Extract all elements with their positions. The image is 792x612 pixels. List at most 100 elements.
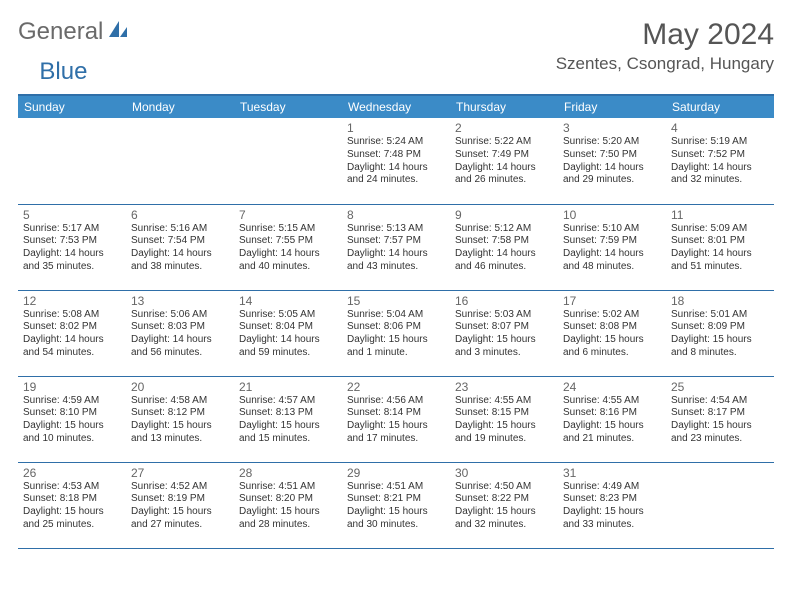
weekday-header: Saturday <box>666 96 774 118</box>
day-number: 26 <box>23 466 121 480</box>
calendar: SundayMondayTuesdayWednesdayThursdayFrid… <box>18 94 774 549</box>
day-number: 31 <box>563 466 661 480</box>
day-number: 22 <box>347 380 445 394</box>
day-number: 10 <box>563 208 661 222</box>
day-number: 1 <box>347 121 445 135</box>
day-info: Sunrise: 5:17 AMSunset: 7:53 PMDaylight:… <box>23 223 121 274</box>
calendar-day-cell: 26Sunrise: 4:53 AMSunset: 8:18 PMDayligh… <box>18 462 126 548</box>
calendar-week-row: 5Sunrise: 5:17 AMSunset: 7:53 PMDaylight… <box>18 204 774 290</box>
day-info: Sunrise: 5:08 AMSunset: 8:02 PMDaylight:… <box>23 309 121 360</box>
day-info: Sunrise: 5:20 AMSunset: 7:50 PMDaylight:… <box>563 136 661 187</box>
calendar-day-cell: 9Sunrise: 5:12 AMSunset: 7:58 PMDaylight… <box>450 204 558 290</box>
logo: General <box>18 18 131 46</box>
calendar-day-cell: 10Sunrise: 5:10 AMSunset: 7:59 PMDayligh… <box>558 204 666 290</box>
calendar-day-cell: 21Sunrise: 4:57 AMSunset: 8:13 PMDayligh… <box>234 376 342 462</box>
day-info: Sunrise: 4:53 AMSunset: 8:18 PMDaylight:… <box>23 481 121 532</box>
weekday-header: Thursday <box>450 96 558 118</box>
calendar-day-cell: 4Sunrise: 5:19 AMSunset: 7:52 PMDaylight… <box>666 118 774 204</box>
calendar-day-cell: 30Sunrise: 4:50 AMSunset: 8:22 PMDayligh… <box>450 462 558 548</box>
day-number: 30 <box>455 466 553 480</box>
day-info: Sunrise: 5:16 AMSunset: 7:54 PMDaylight:… <box>131 223 229 274</box>
calendar-day-cell: 16Sunrise: 5:03 AMSunset: 8:07 PMDayligh… <box>450 290 558 376</box>
day-number: 27 <box>131 466 229 480</box>
calendar-body: 1Sunrise: 5:24 AMSunset: 7:48 PMDaylight… <box>18 118 774 548</box>
day-info: Sunrise: 4:52 AMSunset: 8:19 PMDaylight:… <box>131 481 229 532</box>
calendar-week-row: 1Sunrise: 5:24 AMSunset: 7:48 PMDaylight… <box>18 118 774 204</box>
calendar-day-cell: 14Sunrise: 5:05 AMSunset: 8:04 PMDayligh… <box>234 290 342 376</box>
calendar-day-cell: 7Sunrise: 5:15 AMSunset: 7:55 PMDaylight… <box>234 204 342 290</box>
day-info: Sunrise: 5:02 AMSunset: 8:08 PMDaylight:… <box>563 309 661 360</box>
day-info: Sunrise: 5:15 AMSunset: 7:55 PMDaylight:… <box>239 223 337 274</box>
day-info: Sunrise: 4:56 AMSunset: 8:14 PMDaylight:… <box>347 395 445 446</box>
weekday-header: Friday <box>558 96 666 118</box>
logo-text-general: General <box>18 18 103 46</box>
day-info: Sunrise: 4:57 AMSunset: 8:13 PMDaylight:… <box>239 395 337 446</box>
calendar-day-cell: 2Sunrise: 5:22 AMSunset: 7:49 PMDaylight… <box>450 118 558 204</box>
logo-text-blue: Blue <box>39 58 87 86</box>
calendar-day-cell: 6Sunrise: 5:16 AMSunset: 7:54 PMDaylight… <box>126 204 234 290</box>
calendar-week-row: 26Sunrise: 4:53 AMSunset: 8:18 PMDayligh… <box>18 462 774 548</box>
calendar-day-cell: 8Sunrise: 5:13 AMSunset: 7:57 PMDaylight… <box>342 204 450 290</box>
day-info: Sunrise: 5:09 AMSunset: 8:01 PMDaylight:… <box>671 223 769 274</box>
day-number: 28 <box>239 466 337 480</box>
day-number: 7 <box>239 208 337 222</box>
calendar-day-cell: 15Sunrise: 5:04 AMSunset: 8:06 PMDayligh… <box>342 290 450 376</box>
day-number: 18 <box>671 294 769 308</box>
day-info: Sunrise: 4:51 AMSunset: 8:20 PMDaylight:… <box>239 481 337 532</box>
day-info: Sunrise: 5:10 AMSunset: 7:59 PMDaylight:… <box>563 223 661 274</box>
day-number: 24 <box>563 380 661 394</box>
calendar-day-cell: 12Sunrise: 5:08 AMSunset: 8:02 PMDayligh… <box>18 290 126 376</box>
day-info: Sunrise: 4:58 AMSunset: 8:12 PMDaylight:… <box>131 395 229 446</box>
weekday-header: Wednesday <box>342 96 450 118</box>
day-info: Sunrise: 4:59 AMSunset: 8:10 PMDaylight:… <box>23 395 121 446</box>
day-number: 19 <box>23 380 121 394</box>
day-number: 2 <box>455 121 553 135</box>
logo-sail-icon <box>107 19 129 46</box>
weekday-header: Monday <box>126 96 234 118</box>
day-number: 14 <box>239 294 337 308</box>
weekday-header: Sunday <box>18 96 126 118</box>
day-number: 15 <box>347 294 445 308</box>
day-info: Sunrise: 4:50 AMSunset: 8:22 PMDaylight:… <box>455 481 553 532</box>
calendar-day-cell: 22Sunrise: 4:56 AMSunset: 8:14 PMDayligh… <box>342 376 450 462</box>
calendar-day-cell: 11Sunrise: 5:09 AMSunset: 8:01 PMDayligh… <box>666 204 774 290</box>
month-title: May 2024 <box>556 18 774 52</box>
calendar-day-cell: 17Sunrise: 5:02 AMSunset: 8:08 PMDayligh… <box>558 290 666 376</box>
day-info: Sunrise: 5:13 AMSunset: 7:57 PMDaylight:… <box>347 223 445 274</box>
location: Szentes, Csongrad, Hungary <box>556 54 774 74</box>
weekday-header-row: SundayMondayTuesdayWednesdayThursdayFrid… <box>18 96 774 118</box>
calendar-week-row: 12Sunrise: 5:08 AMSunset: 8:02 PMDayligh… <box>18 290 774 376</box>
calendar-day-cell: 13Sunrise: 5:06 AMSunset: 8:03 PMDayligh… <box>126 290 234 376</box>
day-number: 3 <box>563 121 661 135</box>
day-number: 13 <box>131 294 229 308</box>
day-number: 21 <box>239 380 337 394</box>
day-info: Sunrise: 5:19 AMSunset: 7:52 PMDaylight:… <box>671 136 769 187</box>
calendar-table: SundayMondayTuesdayWednesdayThursdayFrid… <box>18 96 774 549</box>
day-number: 6 <box>131 208 229 222</box>
calendar-empty-cell <box>234 118 342 204</box>
calendar-day-cell: 18Sunrise: 5:01 AMSunset: 8:09 PMDayligh… <box>666 290 774 376</box>
day-info: Sunrise: 4:54 AMSunset: 8:17 PMDaylight:… <box>671 395 769 446</box>
day-number: 12 <box>23 294 121 308</box>
day-info: Sunrise: 5:24 AMSunset: 7:48 PMDaylight:… <box>347 136 445 187</box>
calendar-empty-cell <box>666 462 774 548</box>
calendar-day-cell: 29Sunrise: 4:51 AMSunset: 8:21 PMDayligh… <box>342 462 450 548</box>
day-number: 5 <box>23 208 121 222</box>
calendar-day-cell: 31Sunrise: 4:49 AMSunset: 8:23 PMDayligh… <box>558 462 666 548</box>
title-block: May 2024 Szentes, Csongrad, Hungary <box>556 18 774 74</box>
day-info: Sunrise: 5:06 AMSunset: 8:03 PMDaylight:… <box>131 309 229 360</box>
day-number: 16 <box>455 294 553 308</box>
day-info: Sunrise: 5:12 AMSunset: 7:58 PMDaylight:… <box>455 223 553 274</box>
weekday-header: Tuesday <box>234 96 342 118</box>
day-number: 9 <box>455 208 553 222</box>
day-info: Sunrise: 5:01 AMSunset: 8:09 PMDaylight:… <box>671 309 769 360</box>
day-info: Sunrise: 5:05 AMSunset: 8:04 PMDaylight:… <box>239 309 337 360</box>
day-number: 8 <box>347 208 445 222</box>
day-number: 4 <box>671 121 769 135</box>
day-info: Sunrise: 5:03 AMSunset: 8:07 PMDaylight:… <box>455 309 553 360</box>
day-number: 29 <box>347 466 445 480</box>
day-info: Sunrise: 4:55 AMSunset: 8:15 PMDaylight:… <box>455 395 553 446</box>
calendar-day-cell: 1Sunrise: 5:24 AMSunset: 7:48 PMDaylight… <box>342 118 450 204</box>
day-info: Sunrise: 4:49 AMSunset: 8:23 PMDaylight:… <box>563 481 661 532</box>
calendar-day-cell: 19Sunrise: 4:59 AMSunset: 8:10 PMDayligh… <box>18 376 126 462</box>
